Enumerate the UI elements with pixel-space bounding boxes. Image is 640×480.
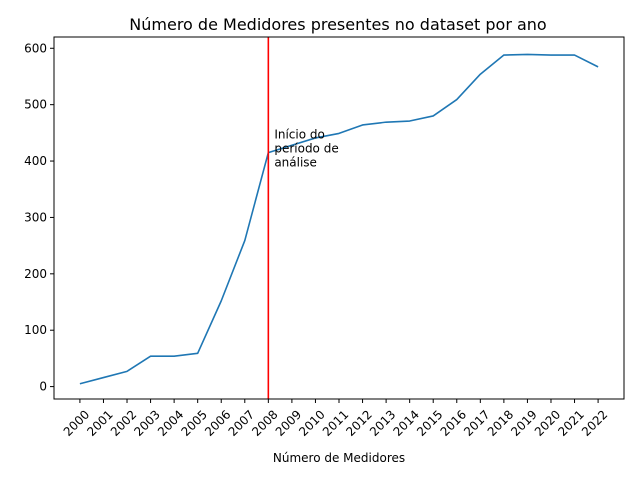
data-point-2022 [597, 66, 599, 68]
x-axis-label: Número de Medidores [273, 451, 405, 465]
data-point-2021 [574, 54, 576, 56]
data-point-2012 [362, 124, 364, 126]
y-tick-label-500: 500 [24, 98, 47, 112]
data-point-2002 [126, 371, 128, 373]
y-tick-label-200: 200 [24, 267, 47, 281]
data-point-2006 [220, 300, 222, 302]
chart-title: Número de Medidores presentes no dataset… [129, 15, 546, 34]
data-point-2015 [432, 115, 434, 117]
y-tick-label-100: 100 [24, 323, 47, 337]
data-point-2013 [385, 121, 387, 123]
series-line-0 [79, 53, 599, 385]
data-point-2014 [409, 120, 411, 122]
y-tick-label-400: 400 [24, 154, 47, 168]
y-tick-label-0: 0 [39, 380, 47, 394]
annotation-line-1: período de [274, 142, 338, 156]
data-point-2011 [338, 133, 340, 135]
data-point-2007 [244, 240, 246, 242]
y-axis: 0 100 200 300 400 500 600 [24, 41, 54, 394]
annotation-line-0: Início do [274, 128, 325, 142]
data-point-2004 [173, 355, 175, 357]
analysis-start-annotation: Início do período de análise [274, 128, 338, 170]
data-point-2003 [150, 355, 152, 357]
data-point-2001 [103, 377, 105, 379]
y-tick-label-600: 600 [24, 41, 47, 55]
data-point-2019 [527, 54, 529, 56]
data-point-2018 [503, 54, 505, 56]
data-point-2000 [79, 383, 81, 385]
data-point-2005 [197, 353, 199, 355]
data-point-2016 [456, 99, 458, 101]
y-tick-label-300: 300 [24, 210, 47, 224]
annotation-line-2: análise [274, 156, 317, 170]
data-point-2017 [480, 73, 482, 75]
data-point-2020 [550, 54, 552, 56]
plot-area: Início do período de análise [79, 37, 599, 399]
